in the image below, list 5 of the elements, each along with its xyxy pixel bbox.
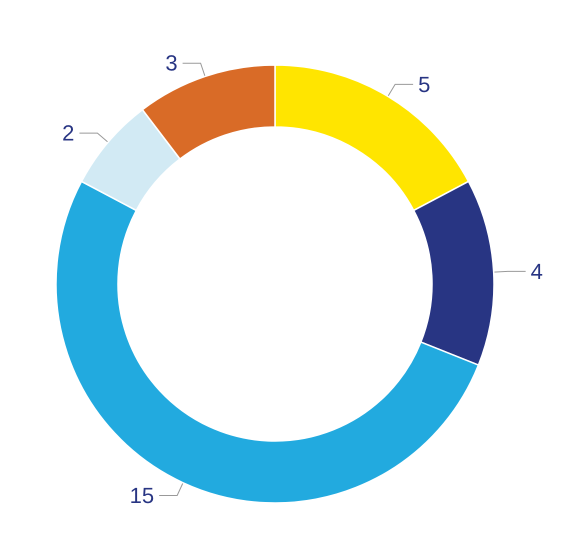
data-label: 3 xyxy=(165,50,178,76)
data-label: 2 xyxy=(62,120,74,146)
data-label: 4 xyxy=(530,258,543,284)
data-label: 5 xyxy=(418,72,430,97)
data-label: 15 xyxy=(130,482,154,508)
